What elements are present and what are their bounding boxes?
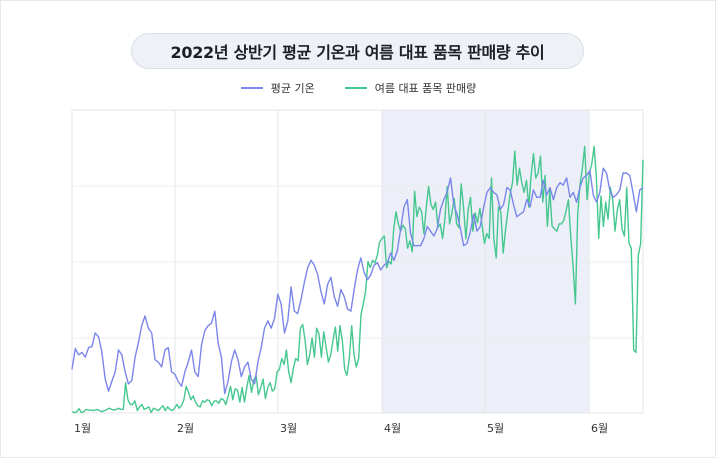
chart-title: 2022년 상반기 평균 기온과 여름 대표 품목 판매량 추이 [131, 33, 584, 69]
x-tick-label: 3월 [280, 422, 297, 435]
legend-label-temperature: 평균 기온 [270, 82, 315, 95]
x-tick-label: 4월 [384, 422, 401, 435]
legend: 평균 기온 여름 대표 품목 판매량 [0, 80, 717, 96]
x-tick-label: 2월 [177, 422, 194, 435]
legend-item-temperature[interactable]: 평균 기온 [240, 80, 315, 96]
sales-line [71, 145, 644, 414]
legend-swatch-sales [344, 87, 367, 89]
temperature-line [71, 167, 644, 395]
x-tick-label: 1월 [74, 422, 91, 435]
x-tick-label: 6월 [591, 422, 608, 435]
x-tick-label: 5월 [487, 422, 504, 435]
legend-label-sales: 여름 대표 품목 판매량 [374, 82, 477, 95]
legend-swatch-temperature [240, 87, 263, 89]
legend-item-sales[interactable]: 여름 대표 품목 판매량 [344, 80, 477, 96]
